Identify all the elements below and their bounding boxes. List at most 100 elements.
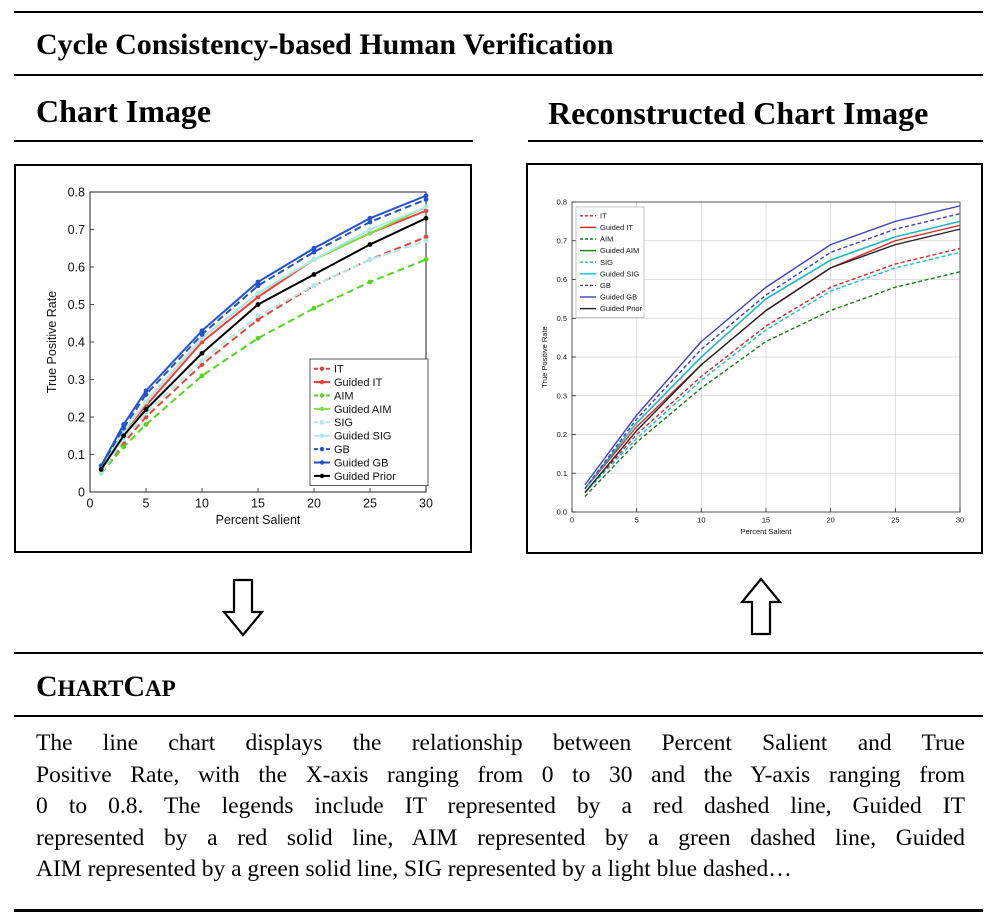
series-line-gb [584, 212, 961, 490]
series-line-guided-gb [584, 205, 961, 486]
data-point [311, 249, 317, 255]
x-tick-label: 10 [195, 497, 209, 511]
data-point [121, 444, 126, 450]
data-point [255, 283, 261, 289]
y-tick-label: 0.8 [68, 185, 85, 199]
legend-marker [319, 393, 325, 398]
data-point [367, 257, 373, 262]
data-point [143, 407, 149, 412]
y-tick-label: 0.8 [557, 198, 567, 207]
y-tick-label: 0.7 [68, 223, 85, 237]
legend-label: IT [600, 211, 607, 220]
y-tick-label: 0.5 [68, 298, 85, 312]
legend-label: Guided Prior [334, 471, 396, 483]
series-line-guided-sig [584, 220, 961, 490]
legend-label: GB [334, 444, 350, 456]
data-point [423, 215, 429, 221]
caption-line: The line chart displays the relationship… [36, 730, 965, 756]
y-tick-label: 0.1 [557, 469, 567, 478]
reconstructed-chart: 0 5 10 15 20 25 30 0.0 0.1 0.2 0.3 0.4 0.5 0.6 0.7 0.8 P… [540, 198, 964, 536]
caption-line: 0 to 0.8. The legends include IT represe… [36, 793, 965, 819]
x-tick-label: 25 [891, 516, 899, 525]
legend-label: Guided GB [600, 293, 637, 302]
x-tick-label: 15 [251, 497, 265, 511]
series-line-gb [100, 198, 427, 467]
data-point [367, 219, 373, 225]
data-point [121, 433, 126, 439]
data-point [255, 290, 261, 296]
y-tick-label: 0.4 [557, 353, 567, 362]
y-tick-label: 0.4 [68, 335, 85, 349]
data-point [311, 272, 317, 277]
x-tick-label: 30 [419, 497, 433, 511]
section-mid-rule [14, 715, 983, 717]
legend-label: IT [334, 364, 344, 376]
data-point [423, 197, 429, 202]
data-point [423, 208, 429, 214]
data-point [199, 350, 205, 356]
legend-label: Guided SIG [600, 269, 639, 278]
series-line-sig [584, 251, 961, 494]
left-heading-rule [14, 140, 473, 142]
data-point [255, 313, 261, 319]
data-point [199, 328, 205, 334]
section-top-rule [14, 652, 983, 654]
data-point [255, 317, 261, 322]
data-point [255, 294, 261, 300]
data-point [143, 399, 149, 405]
legend-label: Guided AIM [334, 404, 391, 416]
data-point [311, 257, 317, 262]
legend-label: SIG [334, 417, 353, 429]
data-point [367, 215, 373, 221]
y-axis-label: True Positive Rate [540, 326, 549, 387]
x-tick-label: 30 [956, 516, 964, 525]
data-point [121, 422, 126, 427]
legend-label: Guided Prior [600, 304, 643, 313]
data-point [367, 279, 373, 285]
legend-label: Guided GB [334, 457, 388, 469]
data-point [423, 238, 429, 244]
legend-marker [319, 446, 325, 452]
data-point [199, 335, 205, 341]
original-chart: 0 5 10 15 20 25 30 0 0.1 0.2 0.3 0.4 0.5 0.6 0.7 0.8 Per… [45, 185, 433, 527]
x-tick-label: 25 [363, 497, 377, 511]
y-tick-label: 0.2 [557, 430, 567, 439]
data-point [423, 204, 429, 210]
series-line-guided-prior [584, 228, 961, 494]
series-line-aim [584, 271, 961, 497]
legend-label: SIG [600, 258, 613, 267]
legend-label: Guided AIM [600, 246, 639, 255]
data-point [98, 470, 104, 476]
y-tick-label: 0.3 [68, 373, 85, 387]
x-tick-label: 0 [570, 516, 574, 525]
legend-marker [319, 420, 325, 425]
data-point [98, 467, 104, 472]
data-point [255, 279, 261, 285]
figure-title: Cycle Consistency-based Human Verificati… [36, 28, 614, 61]
original-chart-panel: 0 5 10 15 20 25 30 0 0.1 0.2 0.3 0.4 0.5 0.6 0.7 0.8 Per… [14, 164, 472, 553]
series-line-sig [100, 239, 427, 474]
series-line-guided-sig [100, 206, 427, 471]
legend-label: Guided SIG [334, 431, 391, 443]
data-point [143, 388, 149, 394]
data-point [143, 422, 149, 427]
legend-marker [319, 379, 325, 385]
chartcap-heading: CHARTCAP [36, 670, 176, 703]
data-point [255, 335, 261, 341]
x-axis-label: Percent Salient [741, 527, 793, 536]
bottom-rule [14, 909, 983, 912]
y-tick-label: 0 [78, 485, 85, 499]
right-heading-rule [528, 140, 983, 142]
chart-caption: The line chart displays the relationship… [36, 728, 965, 886]
series-line-it [584, 247, 961, 494]
y-axis-label: True Positive Rate [45, 291, 59, 393]
legend-marker [319, 460, 325, 465]
y-tick-label: 0.1 [68, 448, 85, 462]
x-tick-label: 5 [635, 516, 639, 525]
y-tick-label: 0.0 [557, 508, 567, 517]
y-tick-label: 0.6 [557, 275, 567, 284]
legend-label: AIM [334, 390, 354, 402]
data-point [423, 257, 429, 262]
data-point [311, 283, 317, 289]
caption-line: AIM represented by a green solid line, S… [36, 856, 792, 882]
